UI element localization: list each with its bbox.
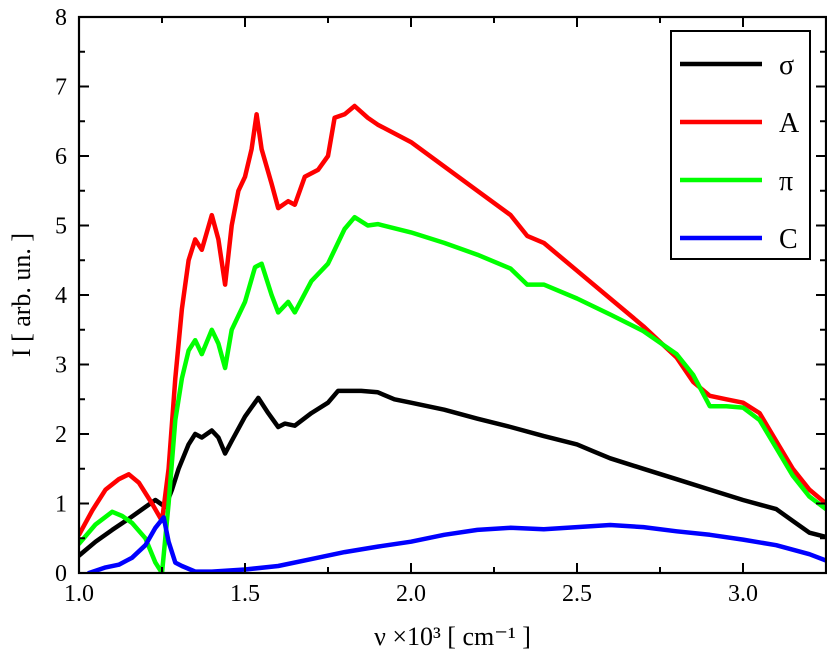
legend-label: π — [779, 166, 793, 197]
legend-label: σ — [779, 50, 794, 81]
x-axis-label: ν ×10³ [ cm⁻¹ ] — [374, 622, 531, 651]
series-layer — [79, 103, 826, 573]
x-tick-label: 1.0 — [64, 581, 94, 607]
y-tick-label: 4 — [55, 283, 67, 309]
x-tick-label: 1.5 — [230, 581, 260, 607]
series-line-4 — [86, 515, 826, 573]
y-tick-label: 8 — [55, 5, 67, 31]
y-axis-label: I [ arb. un. ] — [7, 233, 36, 357]
x-tick-label: 2.5 — [562, 581, 592, 607]
x-tick-label: 3.0 — [728, 581, 758, 607]
y-tick-label: 5 — [55, 214, 67, 240]
y-tick-label: 1 — [55, 492, 67, 518]
y-tick-label: 7 — [55, 75, 67, 101]
ticks-layer: 1.0 1.5 2.0 2.5 3.0 0 1 2 3 4 5 6 7 8 — [55, 5, 826, 607]
legend-label: A — [779, 108, 800, 139]
series-line-1 — [79, 388, 826, 558]
series-line-2 — [79, 103, 826, 538]
series-line-3 — [79, 214, 826, 573]
y-tick-label: 0 — [55, 561, 67, 587]
y-tick-label: 6 — [55, 144, 67, 170]
legend-label: C — [779, 224, 798, 255]
y-tick-label: 3 — [55, 353, 67, 379]
y-tick-label: 2 — [55, 422, 67, 448]
x-tick-label: 2.0 — [396, 581, 426, 607]
legend-box — [670, 30, 811, 260]
